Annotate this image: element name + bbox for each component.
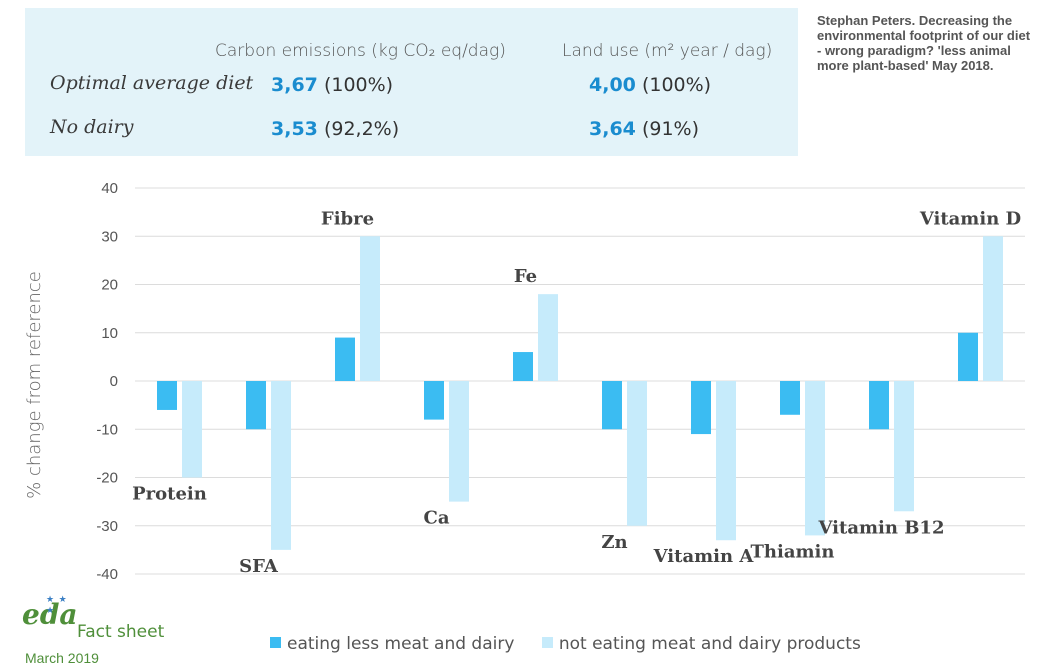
land-pct-optimal: (100%)	[641, 74, 712, 96]
bar-2-zn	[627, 381, 647, 526]
logo-date: March 2019	[25, 650, 99, 666]
legend-label-2: not eating meat and dairy products	[558, 634, 861, 654]
row-label-optimal: Optimal average diet	[50, 72, 254, 94]
category-label: Thiamin	[751, 541, 835, 562]
bar-1-vitamin-b12	[869, 381, 889, 430]
bar-2-ca	[449, 381, 469, 502]
bar-1-thiamin	[780, 381, 800, 415]
carbon-cell-optimal: 3,67 (100%)	[271, 74, 393, 96]
bar-1-protein	[157, 381, 177, 410]
bar-1-vitamin-a	[691, 381, 711, 435]
bar-1-sfa	[246, 381, 266, 430]
bar-1-fibre	[335, 337, 355, 381]
bar-1-vitamin-d	[958, 332, 978, 381]
row-label-no-dairy: No dairy	[50, 116, 134, 138]
carbon-pct-no-dairy: (92,2%)	[323, 118, 400, 140]
carbon-value-no-dairy: 3,53	[271, 118, 318, 140]
y-tick-label: 30	[101, 228, 118, 245]
bar-2-fibre	[360, 236, 380, 381]
y-tick-label: -30	[96, 518, 118, 535]
land-value-optimal: 4,00	[589, 74, 636, 96]
bar-1-zn	[602, 381, 622, 430]
land-column-header: Land use (m² year / dag)	[562, 41, 773, 61]
logo-subtitle: Fact sheet	[77, 622, 165, 642]
citation-text: Stephan Peters. Decreasing the environme…	[817, 13, 1031, 73]
y-tick-label: 20	[101, 277, 118, 294]
logo-mark: eda	[22, 598, 78, 631]
bar-1-ca	[424, 381, 444, 420]
legend: eating less meat and dairy not eating me…	[270, 634, 883, 654]
y-axis-title: % change from reference	[24, 271, 45, 499]
category-label: Zn	[601, 532, 627, 553]
gridlines	[135, 187, 1025, 575]
carbon-cell-no-dairy: 3,53 (92,2%)	[271, 118, 399, 140]
category-label: Vitamin A	[653, 546, 755, 567]
carbon-pct-optimal: (100%)	[323, 74, 394, 96]
info-panel: Carbon emissions (kg CO₂ eq/dag) Land us…	[25, 8, 798, 156]
legend-item-1: eating less meat and dairy	[270, 634, 514, 654]
bars	[157, 236, 1003, 550]
bar-2-vitamin-b12	[894, 381, 914, 512]
category-label: Fibre	[321, 208, 374, 229]
land-cell-optimal: 4,00 (100%)	[589, 74, 711, 96]
legend-swatch-2	[541, 637, 553, 648]
eda-logo: ★ ★ ★ eda Fact sheet March 2019	[22, 594, 164, 666]
y-tick-label: -10	[96, 421, 118, 438]
y-axis-ticks: 40 30 20 10 0 -10 -20 -30 -40	[96, 180, 118, 583]
category-label: Protein	[132, 484, 207, 505]
category-label: Vitamin B12	[818, 517, 945, 538]
y-tick-label: 10	[101, 325, 118, 342]
logo-stars-icon: ★ ★ ★	[46, 594, 68, 615]
nutrient-change-chart: 40 30 20 10 0 -10 -20 -30 -40 Protein SFA Fibre Ca F…	[24, 180, 1025, 583]
category-label: Vitamin D	[919, 208, 1021, 229]
land-pct-no-dairy: (91%)	[641, 118, 699, 140]
bar-2-sfa	[271, 381, 291, 550]
bar-2-vitamin-a	[716, 381, 736, 541]
bar-2-protein	[182, 381, 202, 478]
y-tick-label: 40	[101, 180, 118, 197]
land-value-no-dairy: 3,64	[589, 118, 636, 140]
carbon-value-optimal: 3,67	[271, 74, 318, 96]
legend-item-2: not eating meat and dairy products	[541, 634, 861, 654]
bar-2-fe	[538, 294, 558, 381]
land-cell-no-dairy: 3,64 (91%)	[589, 118, 699, 140]
category-label: Fe	[514, 266, 537, 287]
y-tick-label: -20	[96, 470, 118, 487]
legend-swatch-1	[270, 637, 281, 648]
bar-1-fe	[513, 352, 533, 381]
y-tick-label: -40	[96, 566, 118, 583]
bar-2-thiamin	[805, 381, 825, 536]
y-tick-label: 0	[110, 373, 118, 390]
category-label: SFA	[239, 556, 279, 577]
category-label: Ca	[424, 508, 450, 529]
carbon-column-header: Carbon emissions (kg CO₂ eq/dag)	[215, 41, 506, 61]
bar-2-vitamin-d	[983, 236, 1003, 381]
legend-label-1: eating less meat and dairy	[287, 634, 515, 654]
